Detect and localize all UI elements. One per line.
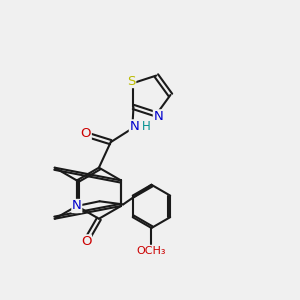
Text: O: O bbox=[81, 235, 92, 248]
Text: S: S bbox=[127, 74, 136, 88]
Text: N: N bbox=[72, 200, 82, 212]
Text: N: N bbox=[129, 120, 139, 133]
Text: N: N bbox=[153, 110, 163, 123]
Text: O: O bbox=[81, 127, 91, 140]
Text: H: H bbox=[142, 120, 150, 133]
Text: OCH₃: OCH₃ bbox=[137, 246, 166, 256]
